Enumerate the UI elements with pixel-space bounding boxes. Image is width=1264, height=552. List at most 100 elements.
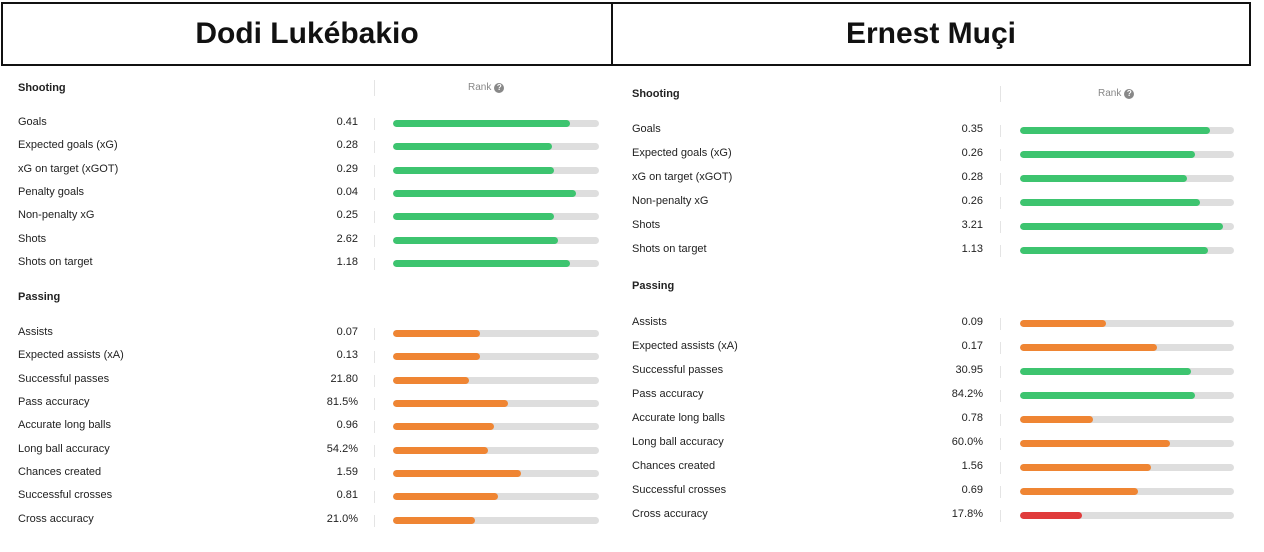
- stat-value: 0.26: [961, 147, 983, 159]
- stat-value: 0.78: [961, 412, 983, 424]
- stat-label: Long ball accuracy: [18, 443, 110, 455]
- stat-label: Penalty goals: [18, 186, 85, 198]
- rank-bar-track: [1020, 199, 1234, 206]
- stat-value: 0.26: [961, 195, 983, 207]
- rank-bar-fill: [393, 143, 552, 150]
- rank-bar-fill: [1020, 488, 1138, 495]
- stat-value: 0.25: [336, 209, 358, 221]
- stat-row: Long ball accuracy 60.0%: [612, 436, 1252, 452]
- stat-value: 0.41: [336, 116, 358, 128]
- stat-value: 0.07: [336, 326, 358, 338]
- rank-bar-track: [393, 330, 599, 337]
- rank-bar-fill: [393, 237, 558, 244]
- stat-row: Expected assists (xA) 0.17: [612, 340, 1252, 356]
- rank-bar-fill: [393, 213, 554, 220]
- rank-bar-fill: [1020, 199, 1200, 206]
- row-divider: [1000, 510, 1001, 522]
- section-title: Shooting: [18, 82, 66, 94]
- help-icon[interactable]: ?: [494, 82, 505, 93]
- stat-label: Assists: [18, 326, 53, 338]
- stat-value: 81.5%: [326, 396, 358, 408]
- rank-bar-fill: [393, 423, 494, 430]
- stat-value: 60.0%: [951, 436, 983, 448]
- rank-bar-fill: [1020, 151, 1195, 158]
- stat-value: 1.18: [336, 256, 358, 268]
- rank-bar-track: [393, 377, 599, 384]
- row-divider: [1000, 462, 1001, 474]
- row-divider: [374, 258, 375, 270]
- rank-label: Rank: [1098, 88, 1122, 99]
- rank-bar-fill: [1020, 175, 1187, 182]
- rank-bar-fill: [393, 517, 475, 524]
- rank-bar-fill: [393, 190, 576, 197]
- rank-bar-fill: [393, 120, 570, 127]
- rank-bar-fill: [1020, 464, 1151, 471]
- help-icon[interactable]: ?: [1124, 88, 1135, 99]
- stat-row: Assists 0.07: [0, 326, 612, 342]
- stat-label: Chances created: [18, 466, 102, 478]
- stat-row: Successful crosses 0.81: [0, 489, 612, 505]
- row-divider: [374, 398, 375, 410]
- stat-label: Goals: [18, 116, 47, 128]
- stat-label: Successful passes: [18, 373, 110, 385]
- player-name-left: Dodi Lukébakio: [195, 17, 419, 50]
- stat-row: Goals 0.35: [612, 123, 1252, 139]
- row-divider: [1000, 125, 1001, 137]
- stat-row: Shots 3.21: [612, 219, 1252, 235]
- stat-row: Accurate long balls 0.78: [612, 412, 1252, 428]
- rank-header: Rank?: [468, 82, 505, 93]
- stat-label: Chances created: [632, 460, 716, 472]
- rank-bar-fill: [393, 167, 554, 174]
- stat-row: xG on target (xGOT) 0.29: [0, 163, 612, 179]
- stat-value: 2.62: [336, 233, 358, 245]
- stat-label: Pass accuracy: [632, 388, 704, 400]
- row-divider: [1000, 390, 1001, 402]
- stat-value: 0.28: [336, 139, 358, 151]
- stat-row: Expected goals (xG) 0.28: [0, 139, 612, 155]
- rank-bar-fill: [393, 260, 570, 267]
- rank-bar-track: [1020, 368, 1234, 375]
- rank-bar-track: [393, 213, 599, 220]
- row-divider: [374, 445, 375, 457]
- stat-label: Shots on target: [632, 243, 707, 255]
- rank-bar-track: [1020, 127, 1234, 134]
- stat-row: xG on target (xGOT) 0.28: [612, 171, 1252, 187]
- rank-bar-track: [1020, 223, 1234, 230]
- rank-bar-fill: [1020, 392, 1195, 399]
- row-divider: [1000, 318, 1001, 330]
- stat-row: Expected assists (xA) 0.13: [0, 349, 612, 365]
- row-divider: [1000, 342, 1001, 354]
- rank-bar-track: [1020, 392, 1234, 399]
- player-name-right: Ernest Muçi: [845, 17, 1017, 50]
- rank-bar-track: [393, 423, 599, 430]
- rank-bar-fill: [1020, 416, 1093, 423]
- rank-bar-fill: [1020, 440, 1170, 447]
- rank-bar-track: [1020, 151, 1234, 158]
- stat-value: 0.81: [336, 489, 358, 501]
- stat-value: 30.95: [955, 364, 983, 376]
- row-divider: [374, 375, 375, 387]
- rank-bar-fill: [393, 400, 508, 407]
- stat-value: 54.2%: [326, 443, 358, 455]
- row-divider: [1000, 197, 1001, 209]
- rank-bar-fill: [1020, 223, 1223, 230]
- stat-value: 17.8%: [951, 508, 983, 520]
- row-divider: [374, 211, 375, 223]
- stat-label: Accurate long balls: [632, 412, 725, 424]
- row-divider: [374, 165, 375, 177]
- stat-label: Goals: [632, 123, 661, 135]
- stat-value: 0.04: [336, 186, 358, 198]
- rank-bar-fill: [1020, 344, 1157, 351]
- section-title: Passing: [632, 279, 675, 292]
- rank-bar-fill: [393, 470, 521, 477]
- stat-row: Non-penalty xG 0.25: [0, 209, 612, 225]
- rank-bar-fill: [1020, 368, 1191, 375]
- stat-row: Cross accuracy 21.0%: [0, 513, 612, 529]
- stat-label: Successful crosses: [632, 484, 727, 496]
- rank-bar-fill: [393, 493, 498, 500]
- stat-label: Cross accuracy: [632, 508, 708, 520]
- row-divider: [374, 421, 375, 433]
- stat-row: Long ball accuracy 54.2%: [0, 443, 612, 459]
- stat-label: Pass accuracy: [18, 396, 90, 408]
- row-divider: [374, 515, 375, 527]
